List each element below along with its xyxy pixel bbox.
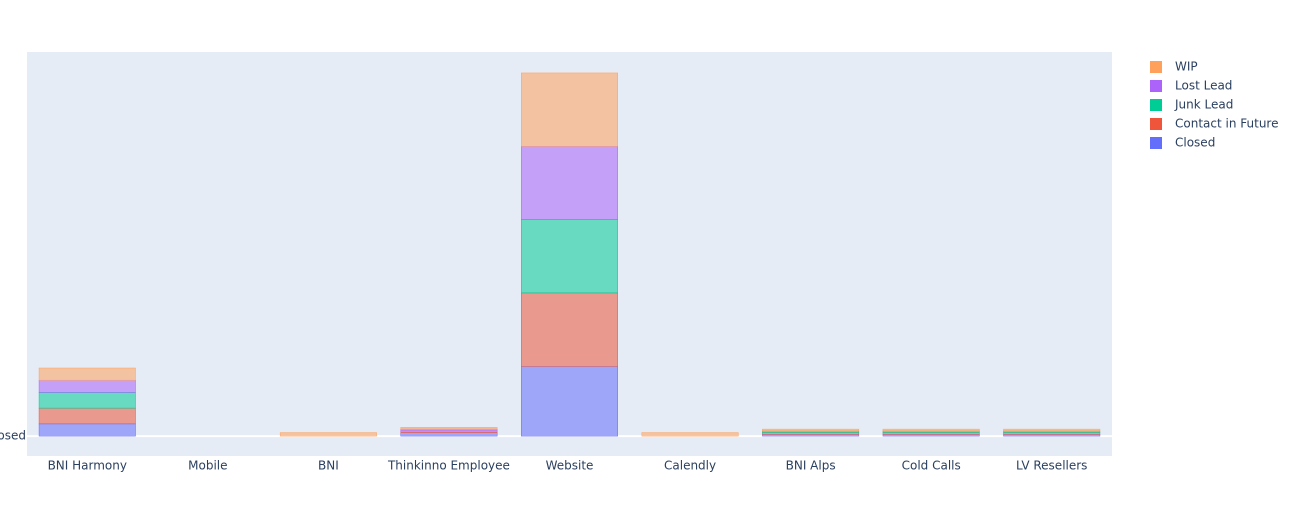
bar-segment <box>521 292 618 367</box>
bar-segment <box>882 434 980 437</box>
x-tick-label: Mobile <box>188 459 227 473</box>
bar-segment <box>1003 428 1101 432</box>
x-tick-label: BNI Harmony <box>48 459 127 473</box>
bar-segment <box>38 407 136 425</box>
x-tick-label: BNI <box>318 459 339 473</box>
legend-swatch[interactable] <box>1150 99 1162 111</box>
bar-segment <box>400 432 498 437</box>
legend-label[interactable]: Contact in Future <box>1175 117 1278 131</box>
legend-swatch[interactable] <box>1150 118 1162 130</box>
bar-segment <box>641 432 739 437</box>
bar-segment <box>521 72 618 147</box>
bar-segment <box>1003 430 1101 433</box>
bar-segment <box>38 379 136 393</box>
bar-segment <box>762 432 860 435</box>
x-tick-label: BNI Alps <box>786 459 836 473</box>
x-tick-label: Calendly <box>664 459 716 473</box>
legend-swatch[interactable] <box>1150 61 1162 73</box>
bar-segment <box>882 430 980 433</box>
bar-segment <box>38 367 136 381</box>
bar-segment <box>1003 432 1101 435</box>
x-tick-label: Thinkinno Employee <box>387 459 510 473</box>
bar-segment <box>882 428 980 432</box>
bar-segment <box>882 432 980 435</box>
bar-segment <box>762 428 860 432</box>
bar-segment <box>400 428 498 432</box>
bar-segment <box>400 430 498 433</box>
bar-segment <box>279 432 377 437</box>
x-tick-label: Website <box>546 459 594 473</box>
x-tick-label: Cold Calls <box>902 459 961 473</box>
bar-segment <box>521 366 618 437</box>
bar-segment <box>762 434 860 437</box>
bar-segment <box>1003 434 1101 437</box>
bar-segment <box>521 219 618 294</box>
legend-label[interactable]: WIP <box>1175 60 1198 74</box>
bar-segment <box>38 423 136 437</box>
legend-label[interactable]: Lost Lead <box>1175 79 1232 93</box>
y-tick-label: Closed <box>0 429 26 443</box>
bar-segment <box>521 146 618 220</box>
bar-segment <box>762 430 860 433</box>
x-tick-label: LV Resellers <box>1016 459 1087 473</box>
bar-segment <box>38 392 136 409</box>
legend-swatch[interactable] <box>1150 137 1162 149</box>
legend-swatch[interactable] <box>1150 80 1162 92</box>
legend-label[interactable]: Junk Lead <box>1174 98 1233 112</box>
bar-segment <box>400 427 498 430</box>
legend-label[interactable]: Closed <box>1175 136 1215 150</box>
